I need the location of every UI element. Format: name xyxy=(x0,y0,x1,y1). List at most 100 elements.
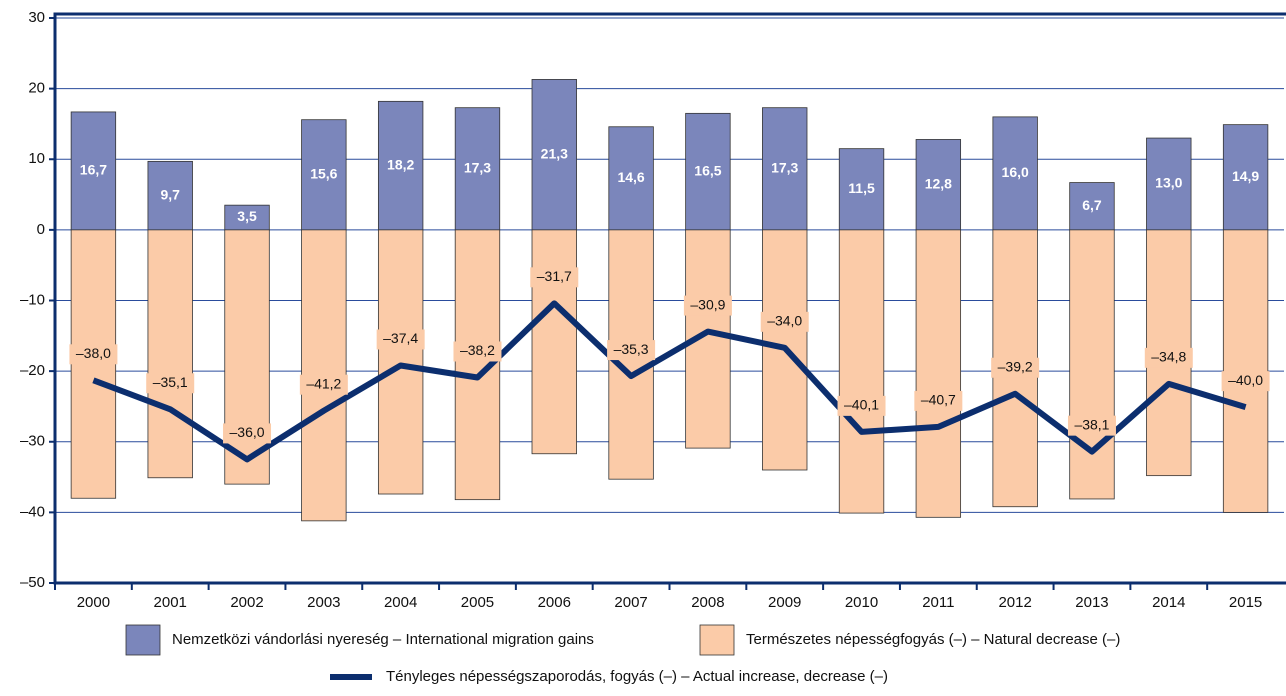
x-tick-label: 2002 xyxy=(230,594,263,611)
label-bg xyxy=(991,357,1040,378)
bar xyxy=(1069,229,1115,500)
legend-label: Természetes népességfogyás (–) – Natural… xyxy=(746,631,1120,648)
bar xyxy=(70,111,117,231)
bar xyxy=(915,139,962,231)
label-bg xyxy=(837,395,886,416)
value-label: 13,0 xyxy=(1155,175,1182,191)
label-bg xyxy=(299,374,348,395)
value-label: 14,9 xyxy=(1232,168,1259,184)
label-bg xyxy=(607,340,656,361)
label-bg xyxy=(914,390,963,411)
value-label: 15,6 xyxy=(310,165,337,181)
value-label: –40,0 xyxy=(1228,372,1263,388)
value-label: 16,7 xyxy=(80,162,107,178)
legend-swatch xyxy=(699,624,735,656)
legend-label: Nemzetközi vándorlási nyereség – Interna… xyxy=(172,631,594,648)
value-label: –34,0 xyxy=(767,313,802,329)
value-label: –40,1 xyxy=(844,397,879,413)
value-label: –40,7 xyxy=(921,392,956,408)
bar xyxy=(531,229,577,455)
bar xyxy=(915,229,962,518)
bar xyxy=(224,204,270,231)
label-bg xyxy=(530,267,579,288)
value-label: 21,3 xyxy=(541,145,568,161)
y-tick-label: –10 xyxy=(20,291,45,308)
y-tick-label: –40 xyxy=(20,503,45,520)
x-tick-label: 2007 xyxy=(614,594,647,611)
bar xyxy=(608,126,654,231)
value-label: 17,3 xyxy=(464,159,491,175)
value-label: 18,2 xyxy=(387,156,414,172)
x-tick-label: 2014 xyxy=(1152,594,1185,611)
value-label: –35,1 xyxy=(153,374,188,390)
bar xyxy=(147,160,193,231)
value-label: –38,0 xyxy=(76,345,111,361)
value-label: –37,4 xyxy=(383,330,418,346)
value-label: –38,2 xyxy=(460,342,495,358)
x-tick-label: 2010 xyxy=(845,594,878,611)
y-tick-label: –20 xyxy=(20,362,45,379)
x-tick-label: 2012 xyxy=(998,594,1031,611)
bar xyxy=(838,229,885,514)
bar xyxy=(531,79,577,231)
x-tick-label: 2006 xyxy=(538,594,571,611)
label-bg xyxy=(453,341,502,362)
value-label: 12,8 xyxy=(925,175,952,191)
x-tick-label: 2013 xyxy=(1075,594,1108,611)
y-tick-label: –30 xyxy=(20,433,45,450)
value-label: 17,3 xyxy=(771,159,798,175)
bar xyxy=(377,100,424,231)
label-bg xyxy=(1144,347,1193,368)
label-bg xyxy=(1067,415,1116,436)
bar xyxy=(685,112,731,231)
x-tick-label: 2015 xyxy=(1229,594,1262,611)
label-bg xyxy=(223,423,272,444)
label-bg xyxy=(146,373,195,394)
value-label: –35,3 xyxy=(614,341,649,357)
legend-label: Tényleges népességszaporodás, fogyás (–)… xyxy=(386,668,888,685)
bar xyxy=(147,229,193,479)
label-bg xyxy=(760,311,809,332)
value-label: –34,8 xyxy=(1151,349,1186,365)
line xyxy=(92,300,1247,463)
x-tick-label: 2004 xyxy=(384,594,417,611)
value-label: 11,5 xyxy=(848,180,875,196)
x-tick-label: 2001 xyxy=(154,594,187,611)
bar xyxy=(1222,124,1269,231)
x-tick-label: 2003 xyxy=(307,594,340,611)
y-tick-label: 10 xyxy=(28,150,45,167)
bar xyxy=(1069,182,1115,231)
label-bg xyxy=(69,344,118,365)
bar xyxy=(377,229,424,495)
value-label: –39,2 xyxy=(998,358,1033,374)
value-label: 6,7 xyxy=(1082,197,1102,213)
value-label: –41,2 xyxy=(306,375,341,391)
value-label: –36,0 xyxy=(230,424,265,440)
plot-frame xyxy=(53,12,1286,585)
y-tick-label: 30 xyxy=(28,9,45,26)
bar xyxy=(1146,137,1192,231)
bar xyxy=(762,107,808,231)
value-label: –38,1 xyxy=(1074,416,1109,432)
value-label: 9,7 xyxy=(160,186,180,202)
x-tick-label: 2009 xyxy=(768,594,801,611)
value-label: 16,0 xyxy=(1002,164,1029,180)
y-tick-label: –50 xyxy=(20,574,45,591)
y-tick-label: 20 xyxy=(28,80,45,97)
legend-swatch xyxy=(125,624,161,656)
x-tick-label: 2008 xyxy=(691,594,724,611)
value-label: 14,6 xyxy=(617,169,644,185)
label-bg xyxy=(1221,371,1270,392)
x-tick-label: 2011 xyxy=(922,594,954,611)
x-tick-label: 2005 xyxy=(461,594,494,611)
value-label: 16,5 xyxy=(694,162,721,178)
bar xyxy=(992,116,1038,231)
x-tick-label: 2000 xyxy=(77,594,110,611)
label-bg xyxy=(376,329,425,350)
value-label: –30,9 xyxy=(690,296,725,312)
label-bg xyxy=(683,295,732,316)
bar xyxy=(454,107,501,231)
bar xyxy=(838,148,885,231)
value-label: –31,7 xyxy=(537,268,572,284)
